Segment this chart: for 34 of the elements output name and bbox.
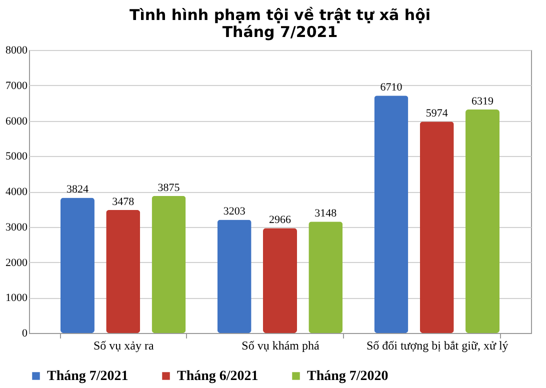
x-tick-label: Số vụ xảy ra bbox=[93, 338, 154, 352]
chart-title: Tình hình phạm tội về trật tự xã hội Tháng 7/2021 bbox=[129, 6, 431, 41]
x-tick-label: Số đối tượng bị bắt giữ, xử lý bbox=[366, 338, 508, 352]
bar bbox=[466, 109, 500, 333]
y-tick-label: 2000 bbox=[6, 256, 28, 269]
data-label: 5974 bbox=[426, 108, 448, 120]
data-label: 3824 bbox=[66, 184, 89, 196]
x-tick-label: Số vụ khám phá bbox=[242, 338, 320, 352]
data-label: 2966 bbox=[269, 214, 292, 226]
bar bbox=[420, 122, 454, 333]
y-tick-label: 7000 bbox=[6, 80, 28, 92]
y-tick-label: 0 bbox=[22, 328, 28, 340]
bar bbox=[60, 198, 94, 333]
data-label: 3478 bbox=[112, 196, 135, 208]
y-tick-label: 4000 bbox=[6, 186, 28, 198]
y-tick-label: 5000 bbox=[6, 150, 28, 163]
bar bbox=[374, 96, 408, 333]
legend-label: Tháng 6/2021 bbox=[177, 369, 258, 384]
y-tick-label: 6000 bbox=[6, 115, 28, 128]
bar bbox=[263, 228, 297, 333]
y-tick-label: 1000 bbox=[6, 292, 28, 304]
bar bbox=[308, 222, 343, 333]
y-tick-label: 8000 bbox=[6, 44, 28, 56]
data-label: 6319 bbox=[472, 95, 494, 108]
bar bbox=[152, 196, 186, 333]
data-label: 3203 bbox=[223, 206, 246, 218]
bar bbox=[217, 220, 252, 333]
legend-label: Tháng 7/2020 bbox=[307, 369, 388, 384]
bar bbox=[106, 210, 140, 333]
data-label: 3148 bbox=[314, 208, 338, 220]
data-label: 6710 bbox=[380, 82, 403, 94]
data-label: 3875 bbox=[158, 182, 180, 194]
legend-label: Tháng 7/2021 bbox=[47, 369, 128, 384]
y-tick-label: 3000 bbox=[6, 221, 28, 234]
